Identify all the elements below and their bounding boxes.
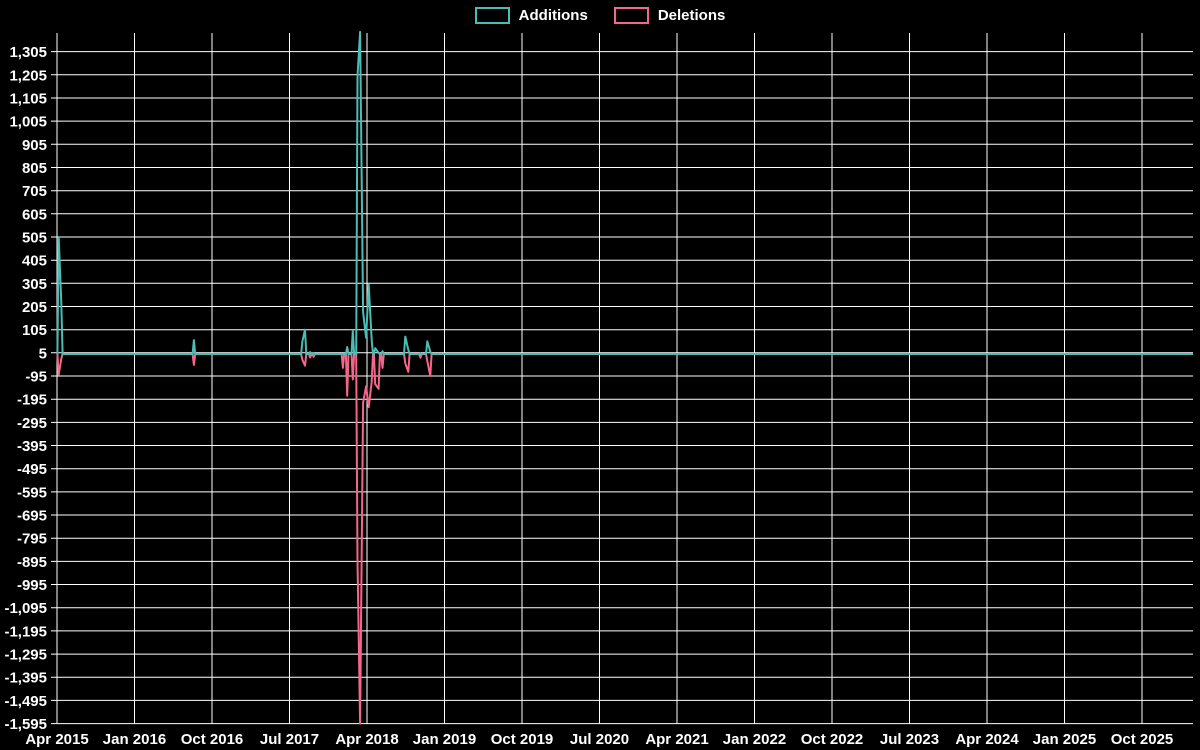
y-tick-label: 1,105 xyxy=(9,91,47,108)
y-tick-label: -595 xyxy=(17,484,47,501)
x-tick-label: Apr 2018 xyxy=(335,731,398,748)
y-tick-label: 105 xyxy=(22,322,47,339)
y-tick-label: -1,095 xyxy=(4,600,47,617)
y-tick-label: -995 xyxy=(17,577,47,594)
additions-legend-label: Additions xyxy=(518,7,588,24)
y-tick-label: 905 xyxy=(22,137,47,154)
y-tick-label: 1,005 xyxy=(9,114,47,131)
y-tick-label: 605 xyxy=(22,206,47,223)
x-tick-label: Jul 2020 xyxy=(570,731,629,748)
y-tick-label: 705 xyxy=(22,183,47,200)
additions-line xyxy=(56,30,1193,355)
y-tick-label: -895 xyxy=(17,554,47,571)
y-tick-label: -195 xyxy=(17,392,47,409)
additions-swatch xyxy=(474,7,510,24)
y-tick-label: -1,495 xyxy=(4,693,47,710)
y-tick-label: 305 xyxy=(22,276,47,293)
x-tick-label: Jan 2025 xyxy=(1033,731,1096,748)
y-tick-label: -95 xyxy=(25,369,47,386)
x-tick-label: Oct 2022 xyxy=(801,731,864,748)
legend-item-additions[interactable]: Additions xyxy=(474,7,588,24)
y-tick-label: 805 xyxy=(22,160,47,177)
deletions-legend-label: Deletions xyxy=(657,7,726,24)
y-tick-label: -1,595 xyxy=(4,716,47,733)
y-tick-label: 405 xyxy=(22,253,47,270)
x-tick-label: Oct 2016 xyxy=(181,731,244,748)
x-tick-label: Jan 2019 xyxy=(413,731,476,748)
y-tick-label: -395 xyxy=(17,438,47,455)
x-tick-label: Jan 2022 xyxy=(723,731,786,748)
y-tick-label: -1,195 xyxy=(4,623,47,640)
y-tick-label: -695 xyxy=(17,508,47,525)
y-tick-label: 505 xyxy=(22,230,47,247)
x-tick-label: Apr 2021 xyxy=(645,731,708,748)
y-tick-label: -795 xyxy=(17,531,47,548)
y-tick-label: 1,305 xyxy=(9,44,47,61)
x-tick-label: Apr 2015 xyxy=(25,731,88,748)
legend-item-deletions[interactable]: Deletions xyxy=(613,7,726,24)
x-tick-label: Jul 2017 xyxy=(260,731,319,748)
deletions-swatch xyxy=(613,7,649,24)
x-tick-label: Oct 2019 xyxy=(491,731,554,748)
y-tick-label: -495 xyxy=(17,461,47,478)
y-tick-label: 1,205 xyxy=(9,67,47,84)
y-tick-label: -1,395 xyxy=(4,670,47,687)
x-tick-label: Jan 2016 xyxy=(103,731,166,748)
x-tick-label: Oct 2025 xyxy=(1111,731,1174,748)
y-tick-label: 205 xyxy=(22,299,47,316)
x-tick-label: Apr 2024 xyxy=(955,731,1019,748)
y-tick-label: 5 xyxy=(39,345,47,362)
y-tick-label: -295 xyxy=(17,415,47,432)
x-tick-label: Jul 2023 xyxy=(880,731,939,748)
deletions-line xyxy=(56,353,1193,725)
chart-legend: Additions Deletions xyxy=(0,7,1200,24)
y-tick-label: -1,295 xyxy=(4,647,47,664)
